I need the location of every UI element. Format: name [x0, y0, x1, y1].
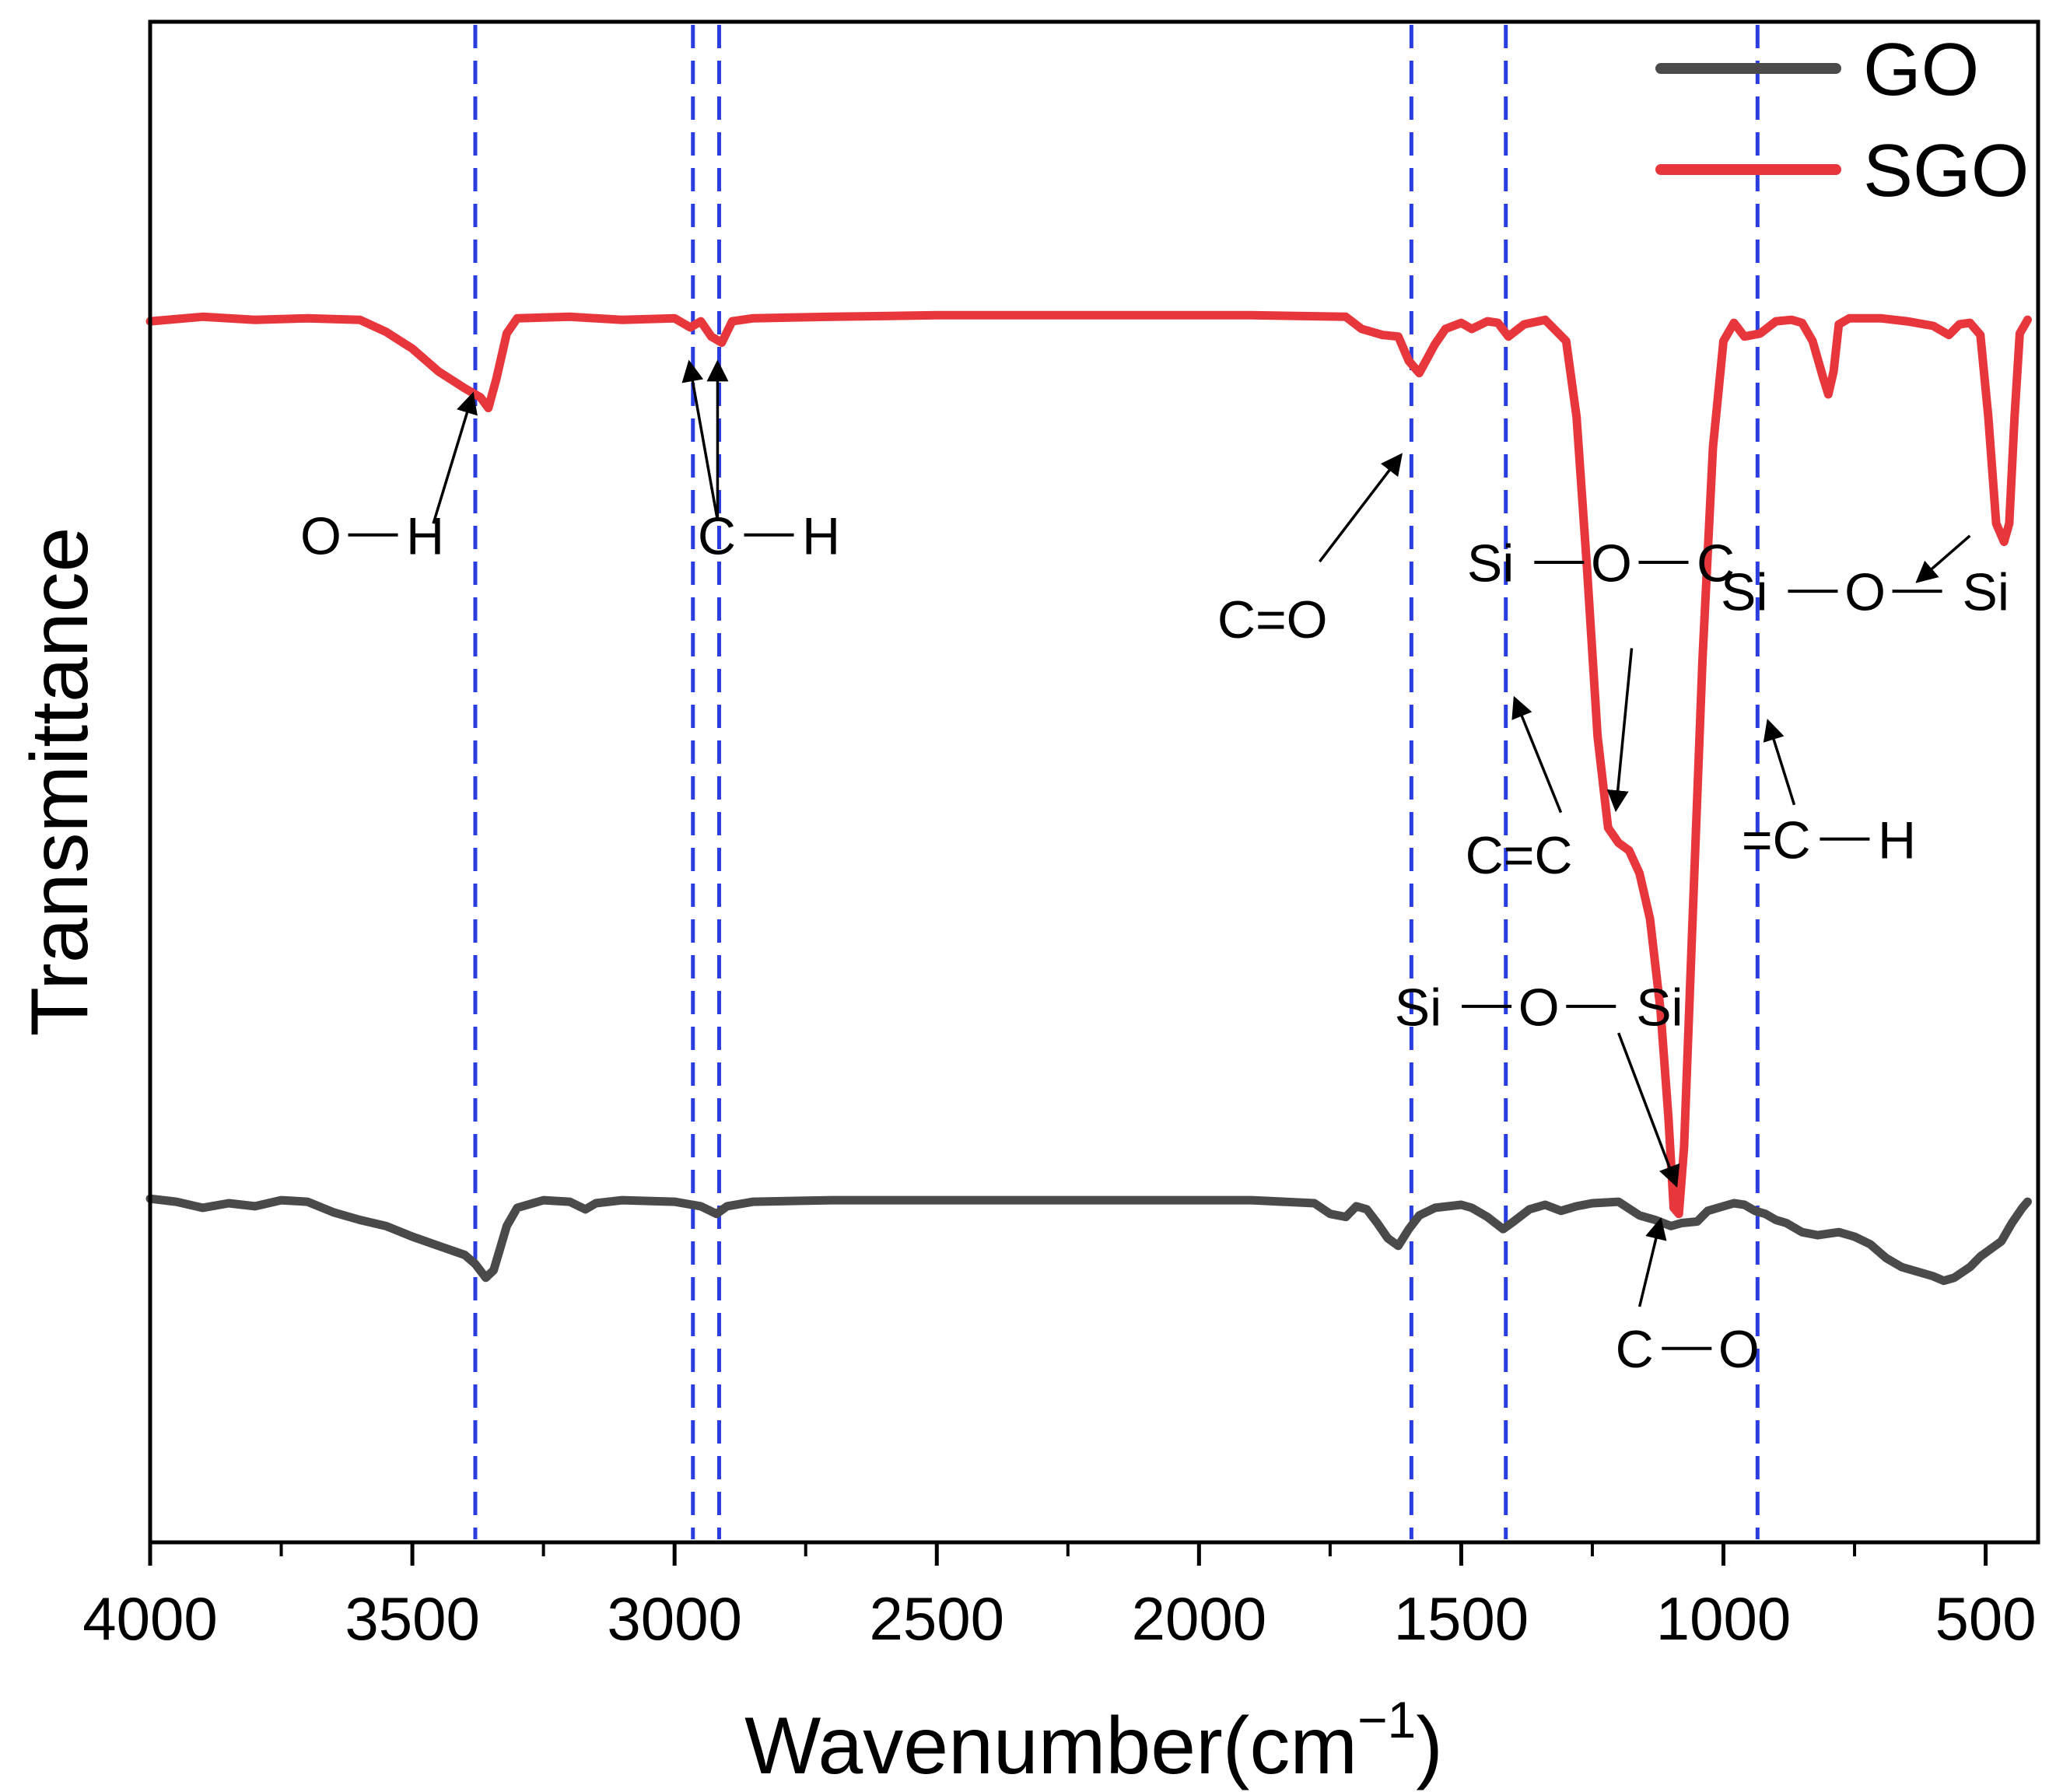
- annotation-arrow: [1606, 648, 1634, 813]
- annotation-arrow: [1319, 453, 1403, 563]
- annotation-label-part: H: [1878, 810, 1916, 870]
- series-line-go: [145, 1194, 2032, 1286]
- x-tick-label-3500: 3500: [345, 1584, 480, 1653]
- annotation-arrow: [681, 359, 720, 521]
- x-tick-label-1500: 1500: [1394, 1584, 1529, 1653]
- annotation-label-part: =C: [1742, 810, 1811, 870]
- legend: GO SGO: [1655, 28, 2029, 212]
- x-tick-label-500: 500: [1935, 1584, 2037, 1653]
- annotation-7: Si O Si: [1395, 978, 1683, 1188]
- annotation-label: C=O: [1217, 590, 1328, 649]
- x-tick-label-2000: 2000: [1132, 1584, 1267, 1653]
- x-tick-label-3000: 3000: [607, 1584, 742, 1653]
- annotation-label-part: O: [300, 506, 341, 565]
- annotations-group: O H C HC=OSi O CC=CSi O Si=C HSi O SiC O: [300, 359, 2009, 1379]
- x-axis-label-main: Wavenumber(cm: [744, 1701, 1357, 1791]
- annotation-label: C=C: [1466, 826, 1573, 885]
- annotation-arrow: [1915, 534, 1971, 583]
- series-group: [145, 310, 2032, 1286]
- x-tick-label-2500: 2500: [869, 1584, 1004, 1653]
- legend-label-go: GO: [1863, 28, 1979, 111]
- annotation-label-part: H: [802, 506, 840, 565]
- annotation-arrow: [1637, 1217, 1667, 1307]
- annotation-label-part: Si: [1395, 978, 1441, 1037]
- annotation-3: Si O C: [1467, 534, 1735, 813]
- annotation-label-part: O: [1518, 978, 1560, 1037]
- x-tick-label-4000: 4000: [82, 1584, 218, 1653]
- annotation-arrow: [432, 391, 478, 524]
- annotation-label-part: Si: [1963, 563, 2009, 622]
- annotation-2: C=O: [1217, 453, 1403, 649]
- annotation-label-part: Si: [1721, 563, 1767, 622]
- annotation-label-part: O: [1844, 563, 1886, 622]
- x-axis-label-superscript: −1: [1357, 1691, 1416, 1748]
- annotation-label-part: O: [1591, 534, 1632, 593]
- annotation-label-part: Si: [1467, 534, 1514, 593]
- legend-label-sgo: SGO: [1863, 129, 2029, 212]
- annotation-arrow: [1511, 695, 1563, 814]
- annotation-label-part: O: [1718, 1320, 1760, 1379]
- annotation-label-part: Si: [1636, 978, 1683, 1037]
- x-axis-label-close: ): [1416, 1701, 1443, 1791]
- plot-frame: [148, 19, 2040, 1545]
- annotation-arrow: [1617, 1032, 1680, 1188]
- annotation-label-part: H: [406, 506, 444, 565]
- annotation-label-part: C: [1697, 534, 1735, 593]
- annotation-5: Si O Si: [1721, 534, 2009, 622]
- annotation-6: =C H: [1742, 718, 1916, 870]
- annotation-arrow: [1763, 718, 1796, 806]
- series-line-sgo: [145, 310, 2032, 1219]
- annotation-4: C=C: [1466, 695, 1573, 885]
- x-axis-label: Wavenumber(cm−1): [744, 1691, 1443, 1791]
- annotation-label-part: C: [1616, 1320, 1654, 1379]
- reference-lines: [473, 25, 1760, 1539]
- x-axis: 4000 3500 3000 2500 2000 1500 1000 500: [82, 1542, 2037, 1653]
- x-tick-label-1000: 1000: [1656, 1584, 1792, 1653]
- y-axis-label: Transmittance: [15, 527, 105, 1036]
